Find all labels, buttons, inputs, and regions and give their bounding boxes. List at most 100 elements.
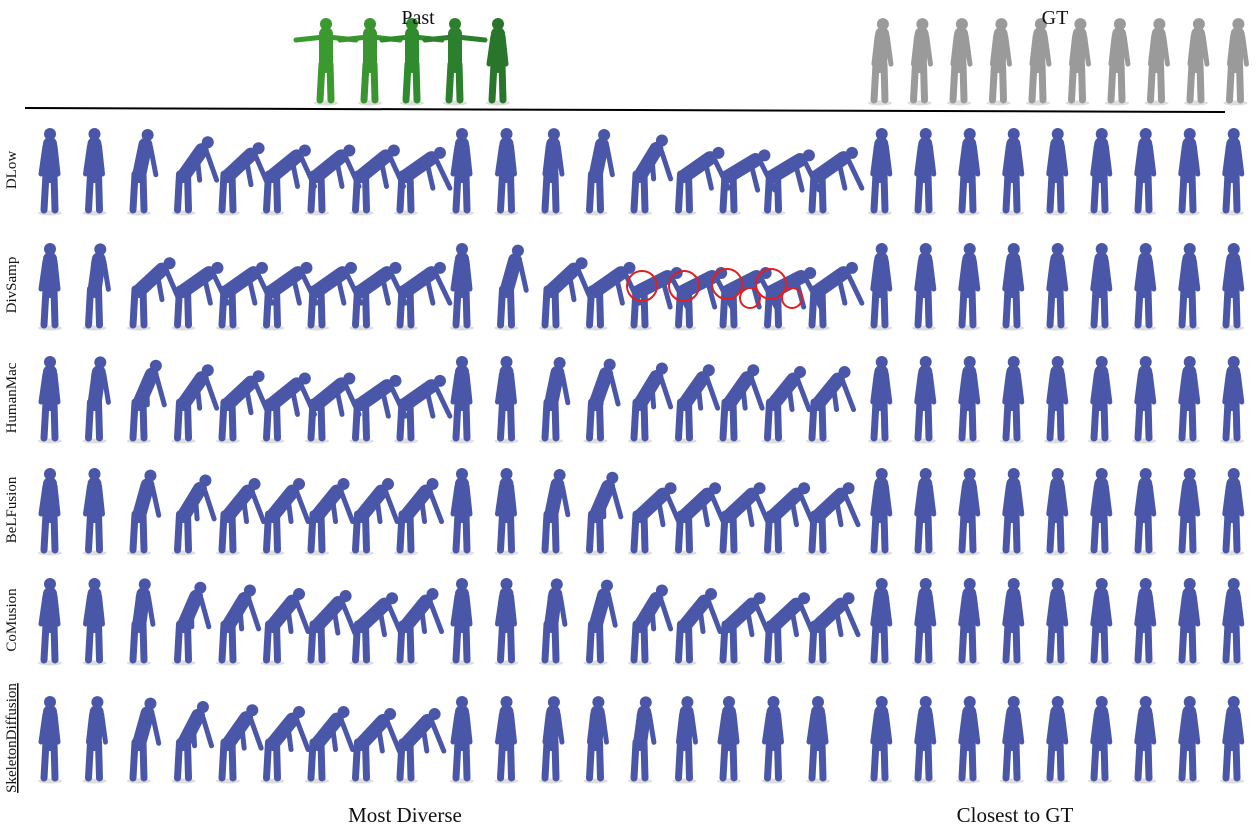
head — [194, 581, 207, 594]
footer-right: Closest to GT — [957, 803, 1074, 827]
arms — [914, 483, 937, 517]
human-figure — [628, 696, 657, 784]
torso — [1137, 477, 1153, 523]
torso — [1005, 705, 1021, 751]
head — [681, 696, 694, 709]
arms — [870, 258, 893, 292]
arms — [38, 371, 61, 405]
human-figure — [171, 701, 215, 784]
torso — [1005, 365, 1021, 411]
arms — [806, 711, 829, 745]
torso — [1110, 27, 1127, 73]
human-figure — [127, 257, 182, 331]
head — [1095, 128, 1108, 141]
human-figure — [1088, 243, 1113, 331]
human-figure — [394, 478, 445, 556]
head — [875, 468, 888, 481]
human-figure — [583, 358, 621, 444]
arms — [586, 711, 609, 745]
head — [500, 128, 513, 140]
human-figure — [672, 696, 698, 784]
head — [639, 696, 652, 709]
human-figure — [672, 588, 723, 666]
arms — [194, 377, 220, 411]
arms — [190, 715, 215, 749]
arms — [329, 491, 356, 525]
arms — [188, 596, 212, 630]
human-figure — [127, 578, 156, 666]
head — [1095, 696, 1108, 709]
arms — [634, 711, 657, 745]
arms — [83, 483, 105, 517]
human-figure — [912, 243, 937, 331]
human-figure — [583, 128, 615, 216]
head — [919, 578, 932, 591]
head — [963, 128, 976, 141]
head — [386, 592, 399, 605]
torso — [1093, 252, 1109, 298]
torso — [1049, 705, 1065, 751]
human-figure — [907, 18, 933, 106]
head — [842, 482, 855, 495]
human-figure — [1044, 128, 1069, 216]
arms — [600, 486, 624, 520]
human-figure — [494, 244, 529, 331]
arms — [1222, 371, 1245, 405]
arms — [423, 385, 453, 419]
arms — [495, 711, 517, 745]
arms — [592, 144, 615, 178]
arms — [1178, 711, 1201, 745]
human-figure — [868, 18, 894, 106]
head — [709, 482, 722, 495]
circle — [739, 287, 761, 309]
past-label: Past — [401, 7, 435, 29]
head — [426, 588, 439, 601]
human-figure — [912, 128, 937, 216]
human-figure — [494, 468, 519, 556]
human-figure — [539, 468, 571, 556]
human-figure — [806, 146, 865, 216]
head — [456, 356, 468, 368]
arms — [1134, 371, 1157, 405]
human-figure — [216, 142, 271, 216]
torso — [1181, 477, 1197, 523]
human-figure — [628, 134, 674, 216]
arms — [1187, 33, 1210, 67]
head — [1007, 128, 1020, 141]
head — [919, 243, 932, 256]
human-figure — [450, 243, 474, 331]
human-figure — [761, 592, 816, 666]
torso — [1181, 137, 1197, 183]
arms — [914, 593, 937, 627]
arms — [419, 720, 447, 754]
arms — [870, 143, 893, 177]
head — [1227, 696, 1240, 709]
human-figure — [450, 696, 474, 784]
head — [747, 364, 760, 377]
head — [712, 146, 725, 159]
head — [384, 708, 397, 721]
arms — [1178, 483, 1201, 517]
head — [1051, 578, 1064, 591]
torso — [1181, 587, 1197, 633]
head — [389, 374, 402, 387]
head — [919, 696, 932, 709]
head — [575, 257, 588, 270]
human-figure — [38, 128, 62, 216]
torso — [1049, 477, 1065, 523]
head — [1007, 356, 1020, 369]
torso — [1093, 365, 1109, 411]
head — [141, 128, 154, 141]
head — [44, 128, 56, 140]
head — [1007, 243, 1020, 256]
human-figure — [912, 696, 937, 784]
arms — [870, 711, 893, 745]
head — [1095, 468, 1108, 481]
head — [382, 478, 395, 491]
circle — [711, 268, 743, 300]
arms — [1090, 143, 1113, 177]
human-figure — [171, 581, 212, 666]
human-figure — [216, 704, 264, 784]
arms — [958, 143, 981, 177]
arms — [450, 711, 473, 745]
